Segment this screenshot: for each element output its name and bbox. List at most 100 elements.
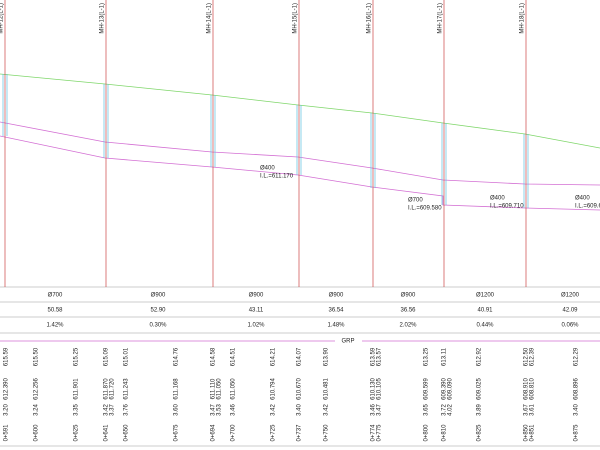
depth-value: 3.65	[424, 404, 430, 416]
segment-length: 52.90	[150, 308, 166, 314]
segment-length: 43.11	[249, 308, 264, 314]
segment-diameter: Ø1200	[561, 293, 580, 299]
chainage-value: 0+650	[124, 424, 130, 442]
chainage-value: 0+750	[324, 424, 330, 442]
invert-value: 611.168	[174, 378, 180, 400]
segment-length: 36.54	[328, 308, 344, 314]
manhole-label: MH-16(L-1)	[367, 3, 373, 34]
chainage-value: 0+700	[231, 424, 237, 442]
ground-value: 612.29	[574, 347, 580, 366]
depth-value: 3.24	[34, 404, 40, 416]
pipe-size: Ø400	[260, 166, 275, 172]
segment-slope: 1.02%	[247, 323, 265, 329]
invert-value: 608.810	[530, 378, 536, 400]
depth-value: 3.37	[110, 404, 116, 416]
segment-diameter: Ø900	[151, 293, 166, 299]
ground-value: 614.76	[174, 347, 180, 366]
depth-value: 3.20	[4, 404, 10, 416]
depth-value: 3.42	[104, 404, 110, 416]
pipe-size: Ø400	[490, 196, 505, 202]
invert-value: 611.050	[217, 378, 223, 400]
material-label: GRP	[341, 339, 354, 345]
segment-slope: 1.42%	[46, 323, 64, 329]
invert-value: 612.390	[4, 378, 10, 400]
manhole-label: MH-14(L-1)	[207, 3, 213, 34]
ground-value: 614.51	[231, 347, 237, 366]
depth-value: 3.76	[124, 404, 130, 416]
chainage-value: 0+591	[4, 424, 10, 442]
chainage-value: 0+600	[34, 424, 40, 442]
manhole-label: MH-13(L-1)	[100, 3, 106, 34]
ground-value: 612.92	[477, 347, 483, 366]
invert-value: 609.025	[477, 378, 483, 400]
ground-line	[0, 73, 600, 149]
depth-value: 4.02	[448, 404, 454, 416]
invert-value: 610.481	[324, 378, 330, 400]
ground-value: 614.58	[211, 347, 217, 366]
ground-value: 613.11	[442, 347, 448, 366]
ground-value: 615.09	[104, 347, 110, 366]
chainage-value: 0+825	[477, 424, 483, 442]
depth-value: 3.61	[530, 404, 536, 416]
invert-value: 610.130	[371, 378, 377, 400]
pipe-crown	[0, 121, 600, 186]
segment-diameter: Ø900	[249, 293, 264, 299]
depth-value: 3.53	[217, 404, 223, 416]
ground-value: 613.59	[371, 347, 377, 366]
chainage-value: 0+850	[524, 424, 530, 442]
ground-value: 615.59	[4, 347, 10, 366]
chainage-value: 0+675	[174, 424, 180, 442]
depth-value: 3.46	[231, 404, 237, 416]
segment-length: 42.09	[562, 308, 578, 314]
manhole-label: MH-12(L-1)	[0, 3, 5, 34]
invert-value: 610.105	[377, 378, 383, 400]
chainage-value: 0+851	[530, 424, 536, 442]
pipe-level: I.L.=609.580	[408, 206, 442, 212]
segment-diameter: Ø900	[329, 293, 344, 299]
manhole-label: MH-17(L-1)	[438, 3, 444, 34]
segment-slope: 1.48%	[327, 323, 345, 329]
invert-value: 611.720	[110, 378, 116, 400]
segment-slope: 0.44%	[476, 323, 494, 329]
invert-value: 610.670	[297, 378, 303, 400]
segment-length: 36.56	[400, 308, 416, 314]
ground-value: 614.21	[271, 347, 277, 366]
depth-value: 3.67	[524, 404, 530, 416]
depth-value: 3.42	[271, 404, 277, 416]
invert-value: 611.901	[74, 378, 80, 400]
pipe-size: Ø700	[408, 198, 423, 204]
segment-diameter: Ø700	[48, 293, 63, 299]
chainage-value: 0+737	[297, 424, 303, 442]
chainage-value: 0+625	[74, 424, 80, 442]
invert-value: 610.794	[271, 378, 277, 400]
ground-value: 615.50	[34, 347, 40, 366]
invert-value: 611.050	[231, 378, 237, 400]
depth-value: 3.42	[324, 404, 330, 416]
invert-value: 609.090	[448, 378, 454, 400]
chainage-value: 0+775	[377, 424, 383, 442]
invert-value: 609.599	[424, 378, 430, 400]
chainage-value: 0+641	[104, 424, 110, 442]
ground-value: 613.25	[424, 347, 430, 366]
segment-length: 40.91	[477, 308, 493, 314]
invert-value: 609.390	[442, 378, 448, 400]
pipe-size: Ø400	[575, 196, 590, 202]
pipe-level: I.L.=609.710	[490, 204, 524, 210]
depth-value: 3.72	[442, 404, 448, 416]
ground-value: 614.07	[297, 347, 303, 366]
table-grid	[0, 286, 600, 447]
manhole-label: MH-18(L-1)	[520, 3, 526, 34]
manhole-label: MH-15(L-1)	[293, 3, 299, 34]
pipe-invert	[0, 135, 600, 211]
ground-value: 612.39	[530, 347, 536, 366]
segment-slope: 2.02%	[399, 323, 417, 329]
pipe-level: I.L.=611.170	[260, 174, 294, 180]
chainage-value: 0+800	[424, 424, 430, 442]
depth-value: 3.35	[74, 404, 80, 416]
depth-value: 3.47	[211, 404, 217, 416]
segment-slope: 0.06%	[561, 323, 579, 329]
chainage-value: 0+875	[574, 424, 580, 442]
invert-value: 608.910	[524, 378, 530, 400]
depth-value: 3.60	[174, 404, 180, 416]
